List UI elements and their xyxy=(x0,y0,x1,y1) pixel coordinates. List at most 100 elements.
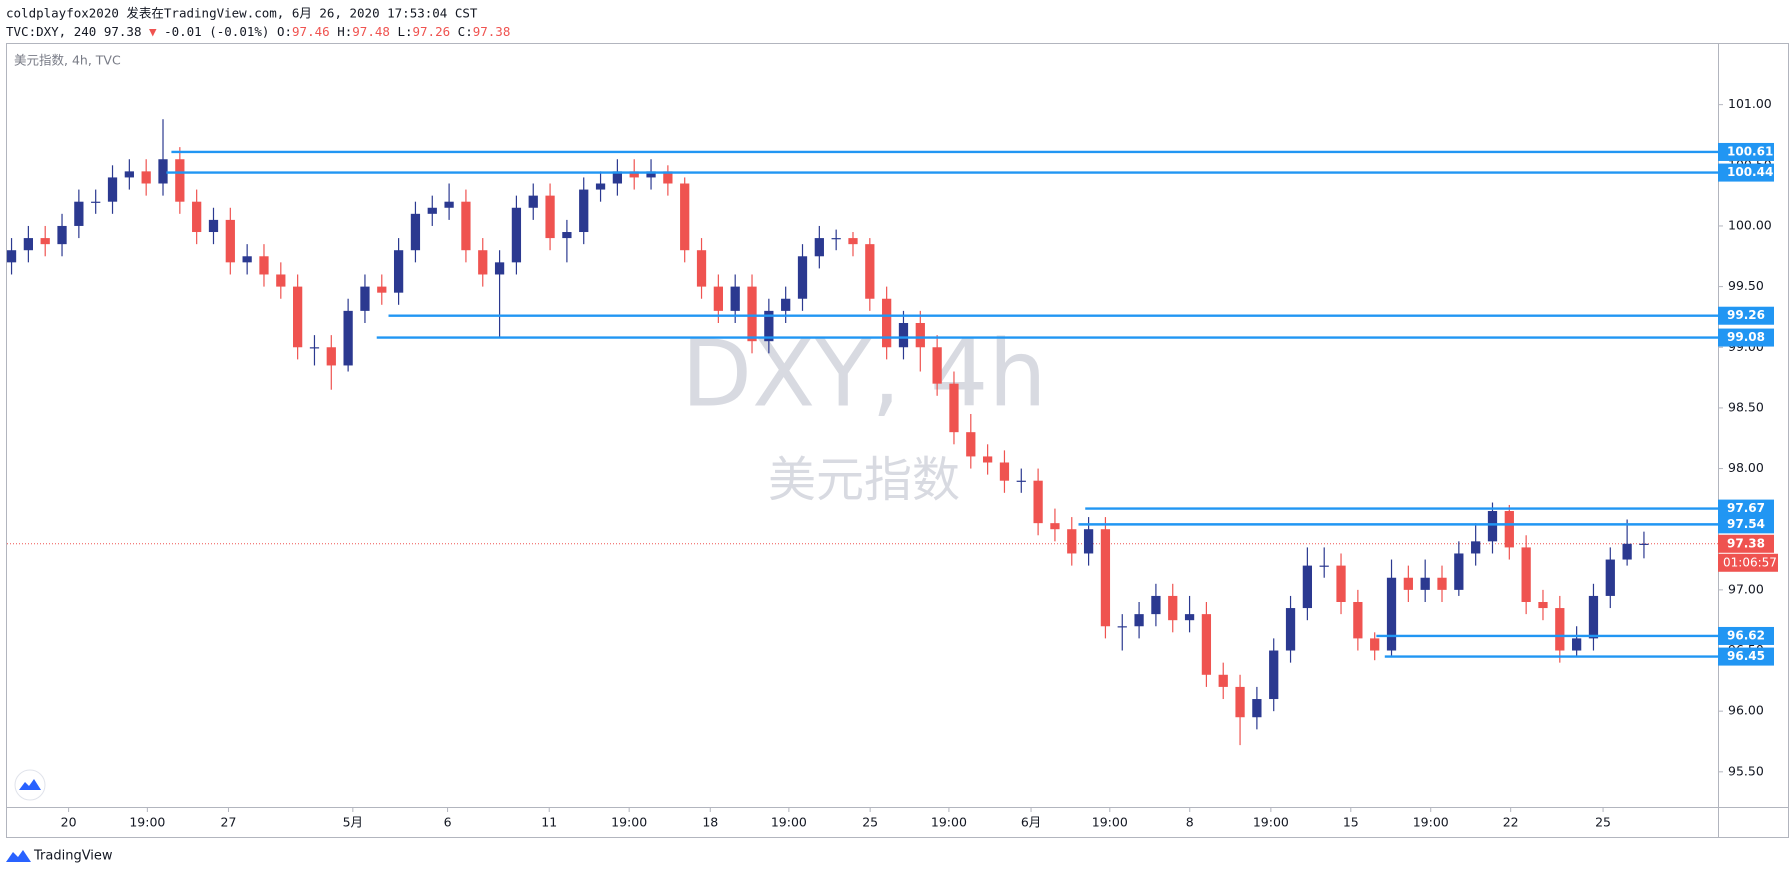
candle-body xyxy=(1605,559,1615,596)
candle-body xyxy=(1201,614,1212,675)
symbol-line: TVC:DXY, 240 97.38 ▼ -0.01 (-0.01%) O:97… xyxy=(6,24,510,39)
level-tag xyxy=(1718,328,1774,347)
candle-body xyxy=(343,310,353,366)
candle-body xyxy=(814,238,824,257)
candle-body xyxy=(764,310,774,342)
candle-body xyxy=(1252,699,1262,718)
x-tick-label: 11 xyxy=(541,815,557,830)
candle-body xyxy=(562,232,572,239)
candle-body xyxy=(1471,541,1481,554)
x-tick-label: 19:00 xyxy=(771,815,807,830)
candle-body xyxy=(124,171,134,178)
candle-body xyxy=(1386,577,1397,651)
x-tick-label: 25 xyxy=(862,815,878,830)
candle-body xyxy=(511,207,522,263)
candle-body xyxy=(1168,595,1178,621)
o-value: 97.46 xyxy=(292,24,330,39)
x-tick-label: 25 xyxy=(1595,815,1611,830)
l-value: 97.26 xyxy=(413,24,451,39)
candle-body xyxy=(528,195,538,208)
candle-body xyxy=(208,219,219,233)
candle-body xyxy=(982,456,993,463)
candle-body xyxy=(915,322,925,348)
level-tag xyxy=(1718,142,1774,161)
x-tick-label: 27 xyxy=(221,815,237,830)
candle-body xyxy=(1572,638,1582,651)
level-tag xyxy=(1718,647,1774,666)
chart-frame xyxy=(6,43,1789,838)
last-price-label: 97.38 xyxy=(1727,536,1765,550)
candle-body xyxy=(1639,543,1649,545)
candle-body xyxy=(579,189,589,233)
h-label: H: xyxy=(337,24,352,39)
candle-body xyxy=(427,207,437,214)
candle-body xyxy=(1319,565,1329,567)
candle-body xyxy=(1487,511,1498,542)
candle-body xyxy=(1504,511,1514,548)
candle-body xyxy=(461,201,471,251)
candle-body xyxy=(1100,529,1111,627)
candle-body xyxy=(1521,547,1531,602)
candle-body xyxy=(831,238,841,240)
candle-body xyxy=(1454,553,1464,590)
candle-body xyxy=(629,171,639,178)
change: -0.01 (-0.01%) xyxy=(164,24,269,39)
candle-body xyxy=(898,322,909,348)
candle-body xyxy=(730,286,740,311)
y-tick-label: 101.00 xyxy=(1728,96,1772,111)
candle-body xyxy=(23,238,34,251)
footer-logo xyxy=(6,850,31,862)
direction: ▼ xyxy=(149,24,157,39)
candle-body xyxy=(1117,626,1127,628)
candle-body xyxy=(865,244,875,299)
last: 97.38 xyxy=(104,24,142,39)
candle-body xyxy=(781,298,791,311)
candle-body xyxy=(932,347,942,384)
level-tag-label: 99.26 xyxy=(1727,308,1765,322)
level-tag xyxy=(1718,163,1774,182)
candle-body xyxy=(1016,480,1026,482)
candle-body xyxy=(999,462,1010,481)
candle-body xyxy=(848,238,858,245)
candle-body xyxy=(309,347,320,349)
candle-body xyxy=(1555,608,1565,651)
footer-brand: TradingView xyxy=(33,849,113,864)
watermark-subtitle: 美元指数 xyxy=(768,452,960,508)
candle-body xyxy=(1353,601,1363,639)
countdown-tag xyxy=(1718,553,1778,572)
x-tick-label: 6月 xyxy=(1021,815,1041,830)
candle-body xyxy=(393,250,404,293)
level-tag-label: 96.45 xyxy=(1727,649,1765,663)
x-tick-label: 18 xyxy=(702,815,718,830)
candle-body xyxy=(1285,608,1296,651)
candle-body xyxy=(1370,638,1380,651)
candle-body xyxy=(747,286,757,342)
x-tick-label: 15 xyxy=(1343,815,1359,830)
x-tick-label: 19:00 xyxy=(931,815,967,830)
candle-body xyxy=(276,274,286,287)
level-tag-label: 100.44 xyxy=(1727,165,1773,179)
candle-body xyxy=(478,250,488,275)
candle-body xyxy=(1235,686,1245,718)
logo-badge xyxy=(14,769,46,801)
y-tick-label: 96.00 xyxy=(1728,703,1764,718)
candle-body xyxy=(663,171,673,184)
candle-body xyxy=(882,298,892,348)
plot-area xyxy=(6,119,1718,746)
level-tag-label: 99.08 xyxy=(1727,330,1765,344)
x-tick-label: 22 xyxy=(1503,815,1519,830)
x-tick-label: 19:00 xyxy=(1253,815,1289,830)
candle-body xyxy=(1420,577,1430,590)
candle-body xyxy=(1437,577,1447,590)
candle-body xyxy=(410,213,421,251)
candle-body xyxy=(1033,480,1043,524)
level-tag-label: 97.67 xyxy=(1727,501,1765,515)
candle-body xyxy=(91,201,101,203)
candle-body xyxy=(192,201,202,233)
candle-body xyxy=(1538,601,1548,609)
x-tick-label: 19:00 xyxy=(611,815,647,830)
candle-body xyxy=(1622,543,1632,560)
x-tick-label: 8 xyxy=(1186,815,1194,830)
candle-body xyxy=(293,286,303,348)
